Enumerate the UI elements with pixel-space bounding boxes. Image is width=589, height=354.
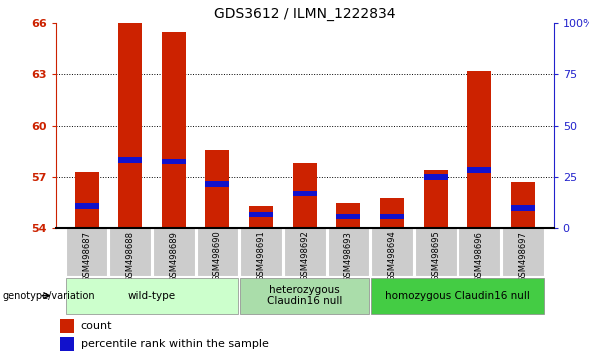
Bar	[336, 203, 360, 228]
Bar	[415, 228, 456, 276]
Text: GSM498695: GSM498695	[431, 231, 441, 281]
Text: GSM498697: GSM498697	[518, 231, 528, 281]
Bar	[75, 203, 98, 209]
Text: homozygous Claudin16 null: homozygous Claudin16 null	[385, 291, 530, 301]
Text: GSM498693: GSM498693	[344, 231, 353, 281]
Bar	[206, 181, 230, 187]
Bar	[423, 170, 448, 228]
Bar	[118, 157, 142, 162]
Text: percentile rank within the sample: percentile rank within the sample	[81, 339, 269, 349]
Bar	[249, 206, 273, 228]
Bar	[162, 32, 186, 228]
Bar	[423, 174, 448, 180]
Text: heterozygous
Claudin16 null: heterozygous Claudin16 null	[267, 285, 342, 307]
Bar	[293, 190, 317, 196]
Text: GSM498691: GSM498691	[257, 231, 266, 281]
Title: GDS3612 / ILMN_1222834: GDS3612 / ILMN_1222834	[214, 7, 396, 21]
Bar	[75, 172, 98, 228]
Bar	[336, 213, 360, 219]
Text: count: count	[81, 321, 112, 331]
Bar	[153, 228, 195, 276]
Bar	[162, 159, 186, 164]
Text: GSM498694: GSM498694	[388, 231, 396, 281]
Text: GSM498687: GSM498687	[82, 231, 91, 282]
Bar	[371, 228, 413, 276]
Bar	[284, 228, 326, 276]
FancyBboxPatch shape	[65, 278, 239, 314]
Text: wild-type: wild-type	[128, 291, 176, 301]
Bar	[240, 228, 282, 276]
Text: GSM498690: GSM498690	[213, 231, 222, 281]
Bar	[60, 319, 74, 333]
Bar	[468, 71, 491, 228]
Text: genotype/variation: genotype/variation	[3, 291, 95, 301]
Bar	[458, 228, 501, 276]
FancyBboxPatch shape	[371, 278, 544, 314]
Bar	[65, 228, 107, 276]
Bar	[380, 198, 404, 228]
FancyBboxPatch shape	[240, 278, 369, 314]
Bar	[109, 228, 151, 276]
Text: GSM498688: GSM498688	[125, 231, 135, 282]
Text: GSM498689: GSM498689	[169, 231, 178, 281]
Bar	[511, 182, 535, 228]
Bar	[468, 167, 491, 173]
Bar	[293, 163, 317, 228]
Bar	[206, 150, 230, 228]
Bar	[502, 228, 544, 276]
Text: GSM498692: GSM498692	[300, 231, 309, 281]
Bar	[197, 228, 239, 276]
Text: GSM498696: GSM498696	[475, 231, 484, 281]
Bar	[60, 337, 74, 351]
Bar	[511, 205, 535, 211]
Bar	[118, 23, 142, 228]
Bar	[327, 228, 369, 276]
Bar	[249, 212, 273, 217]
Bar	[380, 213, 404, 219]
